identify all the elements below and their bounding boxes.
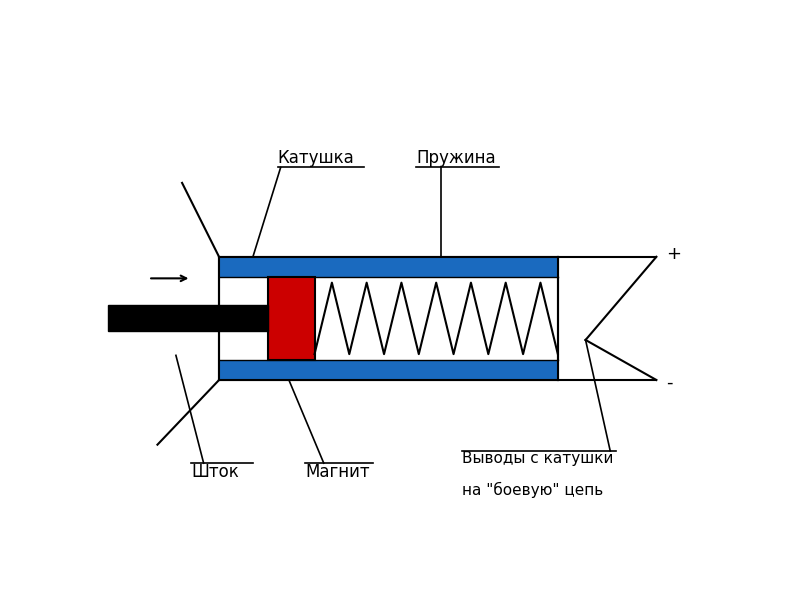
Text: на "боевую" цепь: на "боевую" цепь	[462, 482, 604, 498]
Text: Шток: Шток	[191, 463, 239, 481]
Text: Катушка: Катушка	[278, 149, 354, 167]
Text: +: +	[666, 245, 681, 263]
Bar	[268, 277, 314, 360]
Bar	[219, 257, 558, 277]
Text: Магнит: Магнит	[306, 463, 370, 481]
Bar	[108, 305, 268, 331]
Text: Выводы с катушки: Выводы с катушки	[462, 451, 614, 466]
Text: -: -	[666, 374, 672, 392]
Bar	[219, 360, 558, 380]
Bar	[219, 257, 558, 380]
Text: Пружина: Пружина	[416, 149, 496, 167]
